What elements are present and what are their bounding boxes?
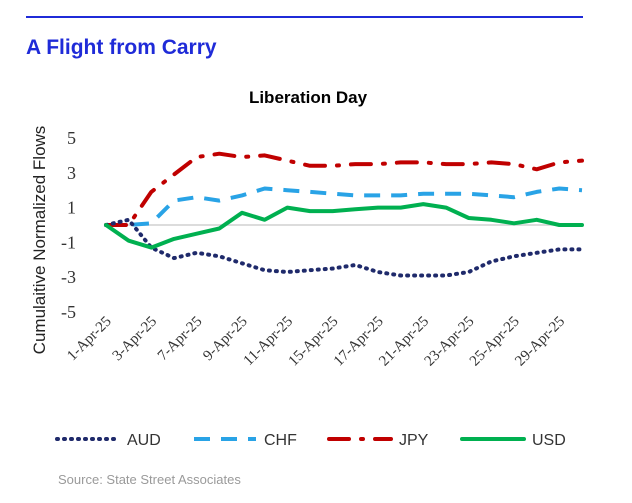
y-tick-label: 1	[67, 198, 76, 218]
y-axis-label: Cumulaitive Normalized Flows	[30, 126, 49, 355]
x-tick-label: 7-Apr-25	[155, 314, 206, 365]
series-line-jpy	[104, 151, 584, 227]
series-lines	[104, 151, 584, 278]
y-tick-label: 3	[67, 163, 76, 183]
legend-label-chf: CHF	[264, 432, 297, 449]
y-tick-labels: 5 3 1 -1 -3 -5	[61, 128, 76, 322]
x-tick-labels: 1-Apr-253-Apr-257-Apr-259-Apr-2511-Apr-2…	[64, 314, 568, 370]
page-title: A Flight from Carry	[26, 36, 217, 59]
legend-label-aud: AUD	[127, 432, 161, 449]
source-note: Source: State Street Associates	[58, 472, 241, 487]
y-tick-label: -5	[61, 302, 76, 322]
legend-label-jpy: JPY	[399, 432, 429, 449]
y-tick-label: -1	[61, 232, 76, 252]
series-line-aud	[104, 217, 584, 278]
series-line-chf	[106, 186, 583, 227]
top-rule	[26, 16, 583, 18]
x-tick-label: 3-Apr-25	[110, 314, 161, 365]
series-line-usd	[104, 202, 584, 250]
x-tick-label: 29-Apr-25	[512, 314, 568, 370]
chart-title: Liberation Day	[249, 88, 368, 107]
legend: AUD CHF JPY USD	[55, 432, 566, 449]
y-tick-label: 5	[67, 128, 76, 148]
y-tick-label: -3	[61, 267, 76, 287]
legend-label-usd: USD	[532, 432, 566, 449]
